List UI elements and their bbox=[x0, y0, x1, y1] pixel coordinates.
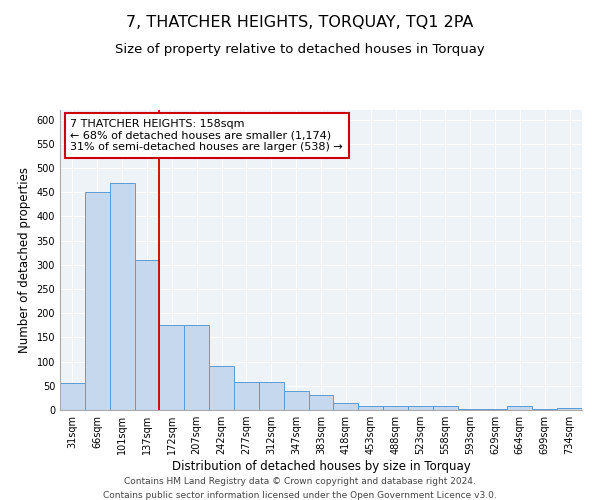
Y-axis label: Number of detached properties: Number of detached properties bbox=[18, 167, 31, 353]
Bar bbox=[557, 408, 582, 410]
Text: Size of property relative to detached houses in Torquay: Size of property relative to detached ho… bbox=[115, 42, 485, 56]
Bar bbox=[383, 406, 408, 410]
Bar bbox=[134, 260, 160, 410]
Bar bbox=[284, 390, 308, 410]
Bar bbox=[308, 396, 334, 410]
Bar bbox=[358, 406, 383, 410]
Bar bbox=[259, 382, 284, 410]
Text: Contains public sector information licensed under the Open Government Licence v3: Contains public sector information licen… bbox=[103, 491, 497, 500]
Bar bbox=[508, 406, 532, 410]
Bar bbox=[209, 366, 234, 410]
Text: Contains HM Land Registry data © Crown copyright and database right 2024.: Contains HM Land Registry data © Crown c… bbox=[124, 478, 476, 486]
Bar bbox=[408, 406, 433, 410]
X-axis label: Distribution of detached houses by size in Torquay: Distribution of detached houses by size … bbox=[172, 460, 470, 473]
Bar bbox=[234, 382, 259, 410]
Bar bbox=[85, 192, 110, 410]
Text: 7, THATCHER HEIGHTS, TORQUAY, TQ1 2PA: 7, THATCHER HEIGHTS, TORQUAY, TQ1 2PA bbox=[127, 15, 473, 30]
Text: 7 THATCHER HEIGHTS: 158sqm
← 68% of detached houses are smaller (1,174)
31% of s: 7 THATCHER HEIGHTS: 158sqm ← 68% of deta… bbox=[70, 119, 343, 152]
Bar bbox=[110, 182, 134, 410]
Bar bbox=[334, 402, 358, 410]
Bar bbox=[160, 326, 184, 410]
Bar bbox=[433, 406, 458, 410]
Bar bbox=[60, 384, 85, 410]
Bar bbox=[184, 326, 209, 410]
Bar bbox=[458, 409, 482, 410]
Bar bbox=[532, 409, 557, 410]
Bar bbox=[482, 409, 508, 410]
